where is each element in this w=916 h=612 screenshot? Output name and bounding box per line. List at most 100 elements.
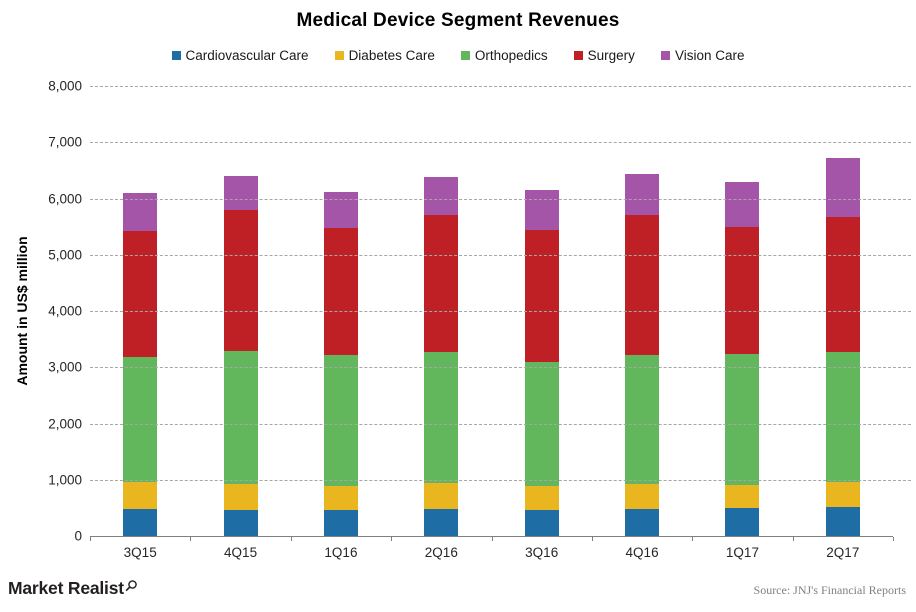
x-tick-label-3q15: 3Q15 (123, 545, 157, 560)
segment-diabetes-care-3q15 (123, 481, 158, 509)
legend-marker-diabetes-care (334, 51, 344, 60)
segment-surgery-1q17 (725, 227, 760, 354)
segment-vision-care-4q15 (223, 176, 258, 211)
legend: Cardiovascular Care Diabetes Care Orthoped… (0, 48, 916, 63)
legend-label-orthopedics: Orthopedics (474, 48, 548, 63)
gridline-5000 (90, 254, 911, 256)
segment-orthopedics-1q17 (725, 353, 760, 485)
x-axis-tick (190, 537, 192, 541)
bar-slot-1q16 (291, 86, 391, 536)
legend-item-orthopedics: Orthopedics (460, 48, 548, 63)
segment-orthopedics-4q15 (223, 351, 258, 485)
x-tick-label-4q15: 4Q15 (224, 545, 258, 560)
bar-slot-2q17 (793, 86, 893, 536)
legend-marker-cardiovascular-care (171, 51, 181, 60)
segment-cardiovascular-care-3q15 (123, 508, 158, 536)
x-tick-label-2q17: 2Q17 (826, 545, 860, 560)
gridline-7000 (90, 142, 911, 144)
segment-cardiovascular-care-3q16 (524, 509, 559, 536)
bar-1q17 (725, 182, 760, 536)
legend-item-diabetes-care: Diabetes Care (334, 48, 435, 63)
segment-surgery-4q15 (223, 210, 258, 352)
y-tick-label-8000: 8,000 (48, 78, 82, 94)
segment-orthopedics-4q16 (625, 354, 660, 484)
gridline-8000 (90, 86, 911, 87)
brand-logo-text: Market Realist (8, 578, 124, 598)
segment-cardiovascular-care-4q16 (625, 508, 660, 536)
chart-title: Medical Device Segment Revenues (296, 10, 620, 31)
gridline-4000 (90, 311, 911, 312)
segment-orthopedics-2q17 (825, 352, 860, 482)
legend-item-cardiovascular-care: Cardiovascular Care (171, 48, 309, 63)
bar-4q15 (223, 176, 258, 536)
segment-diabetes-care-3q16 (524, 485, 559, 510)
gridline-3000 (90, 367, 911, 369)
segment-cardiovascular-care-4q15 (223, 509, 258, 536)
segment-surgery-2q16 (424, 214, 459, 352)
segment-diabetes-care-4q15 (223, 484, 258, 510)
segment-vision-care-2q16 (424, 176, 459, 215)
legend-label-vision-care: Vision Care (674, 48, 745, 63)
y-tick-label-4000: 4,000 (48, 303, 82, 319)
x-axis-tick (893, 537, 894, 541)
segment-diabetes-care-2q16 (424, 482, 459, 509)
y-tick-label-7000: 7,000 (48, 134, 82, 150)
bar-slot-2q16 (391, 86, 491, 536)
bars-container (90, 86, 893, 536)
plot-area: 0 1,000 2,000 3,000 4,000 5,000 6,000 7,000 8,00… (48, 79, 911, 544)
segment-surgery-3q16 (524, 230, 559, 362)
segment-orthopedics-3q15 (123, 357, 158, 482)
x-axis-labels: 3Q15 4Q15 1Q16 2Q16 3Q16 4Q16 1Q17 2Q17 (90, 545, 893, 560)
brand-logo: Market Realist (8, 578, 138, 599)
x-axis-tick (792, 537, 794, 541)
legend-item-surgery: Surgery (573, 48, 635, 63)
y-tick-label-2000: 2,000 (48, 416, 82, 431)
gridline-6000 (90, 198, 911, 200)
x-axis-tick (591, 537, 593, 541)
x-tick-label-1q16: 1Q16 (324, 545, 358, 560)
segment-vision-care-1q16 (323, 192, 358, 229)
segment-surgery-4q16 (625, 214, 660, 355)
segment-diabetes-care-2q17 (825, 481, 860, 507)
legend-label-cardiovascular-care: Cardiovascular Care (185, 48, 309, 63)
bar-slot-3q15 (90, 86, 190, 536)
segment-orthopedics-1q16 (323, 355, 358, 486)
bar-1q16 (323, 192, 358, 536)
x-axis-tick (290, 537, 292, 541)
x-axis-tick (491, 537, 493, 541)
magnifier-icon (125, 576, 138, 597)
y-tick-label-0: 0 (74, 528, 82, 544)
segment-diabetes-care-4q16 (625, 483, 660, 509)
source-credit: Source: JNJ's Financial Reports (753, 583, 906, 597)
legend-marker-orthopedics (460, 51, 470, 60)
bar-slot-1q17 (692, 86, 792, 536)
gridline-2000 (90, 423, 911, 425)
legend-marker-vision-care (660, 51, 670, 60)
y-tick-label-6000: 6,000 (48, 191, 82, 206)
segment-cardiovascular-care-1q17 (725, 508, 760, 536)
bar-4q16 (625, 173, 660, 536)
segment-vision-care-3q16 (524, 189, 559, 231)
segment-surgery-1q16 (323, 228, 358, 355)
legend-marker-surgery (573, 51, 583, 60)
bar-slot-4q16 (592, 86, 692, 536)
y-tick-label-1000: 1,000 (48, 472, 82, 488)
legend-item-vision-care: Vision Care (660, 48, 745, 63)
x-tick-label-2q16: 2Q16 (424, 545, 458, 560)
segment-orthopedics-2q16 (424, 351, 459, 483)
segment-diabetes-care-1q17 (725, 484, 760, 509)
bar-3q15 (123, 193, 158, 536)
x-tick-label-4q16: 4Q16 (625, 545, 659, 560)
segment-cardiovascular-care-2q17 (825, 506, 860, 536)
x-tick-label-1q17: 1Q17 (725, 545, 759, 560)
legend-label-surgery: Surgery (587, 48, 635, 63)
y-tick-label-3000: 3,000 (48, 359, 82, 375)
segment-vision-care-1q17 (725, 182, 760, 228)
segment-cardiovascular-care-1q16 (323, 510, 358, 536)
segment-diabetes-care-1q16 (323, 485, 358, 511)
x-axis-tick (391, 537, 393, 541)
bar-slot-4q15 (190, 86, 290, 536)
segment-vision-care-2q17 (825, 157, 860, 217)
x-axis-tick (692, 537, 694, 541)
segment-cardiovascular-care-2q16 (424, 508, 459, 536)
